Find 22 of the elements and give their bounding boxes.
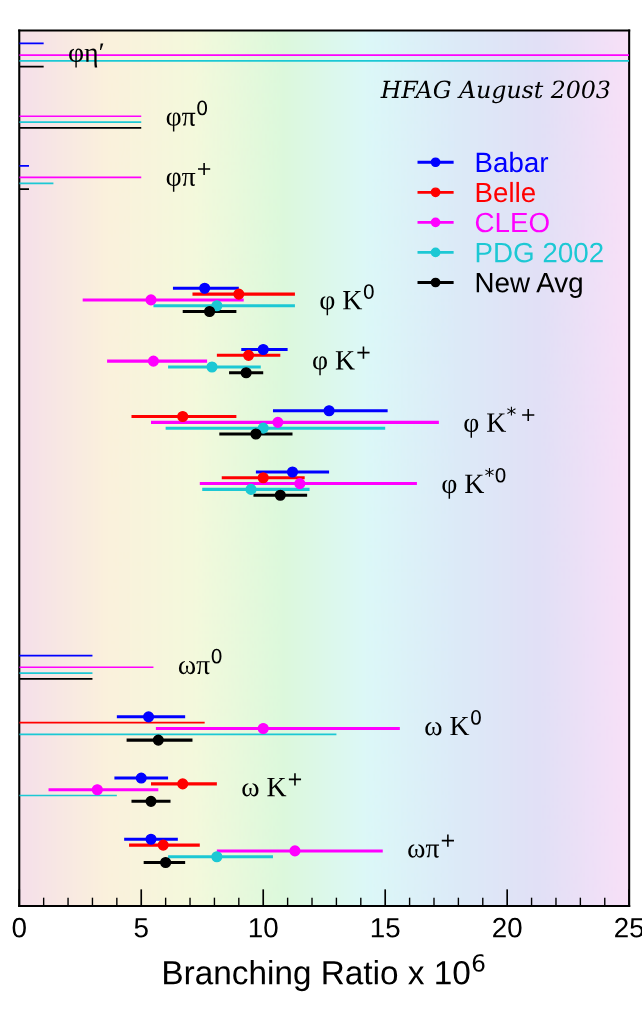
y-tick-label: φπ$^{+}$ bbox=[166, 162, 211, 192]
y-tick-label: ω K$^{+}$ bbox=[242, 773, 302, 797]
y-tick-label: φ K$^{0}$ bbox=[320, 284, 374, 316]
legend-label: PDG 2002 bbox=[476, 242, 603, 263]
x-axis-title: Branching Ratio x 10$^{6}$ bbox=[164, 954, 485, 992]
legend-label: Babar bbox=[476, 151, 549, 173]
x-tick-label: 5 bbox=[134, 918, 148, 938]
x-tick-label: 0 bbox=[12, 917, 26, 938]
y-tick-label: ωπ$^{0}$ bbox=[178, 648, 222, 675]
legend-label: New Avg bbox=[476, 273, 582, 298]
y-tick-label: φ K$^{*0}$ bbox=[442, 467, 506, 499]
legend-label: Belle bbox=[476, 181, 535, 203]
y-tick-label: ωπ$^{+}$ bbox=[408, 834, 454, 858]
x-tick-label: 20 bbox=[493, 917, 522, 938]
y-tick-label: φπ$^{0}$ bbox=[166, 100, 208, 132]
y-tick-label: φ K$^{*+}$ bbox=[464, 406, 535, 438]
legend-label: CLEO bbox=[475, 212, 549, 233]
x-tick-label: 15 bbox=[371, 918, 400, 938]
y-tick-label: ω K$^{0}$ bbox=[425, 710, 481, 736]
y-tick-label: φ K$^{+}$ bbox=[313, 346, 370, 376]
annotation: HFAG August 2003 bbox=[380, 80, 610, 104]
x-tick-label: 10 bbox=[249, 917, 278, 938]
